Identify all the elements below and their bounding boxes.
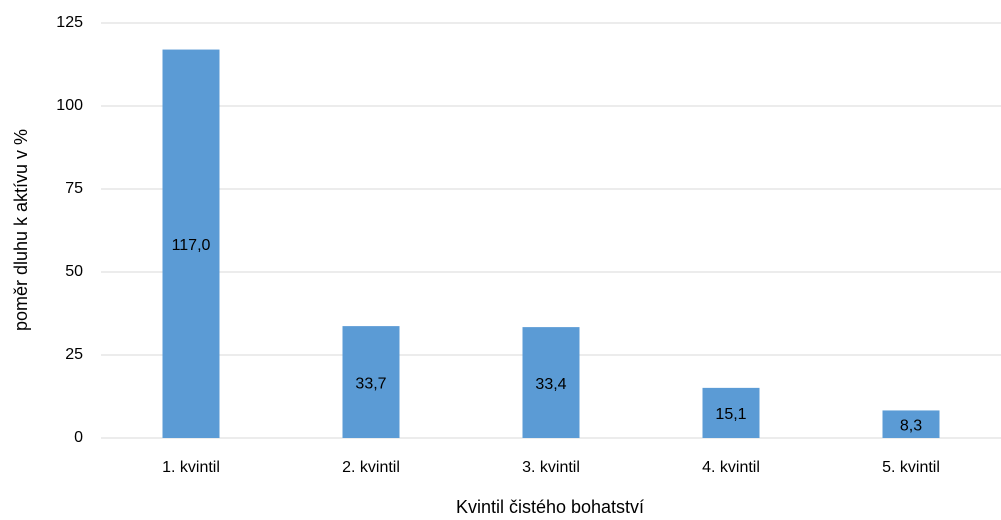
y-tick-label: 50 xyxy=(65,263,83,280)
data-label: 33,4 xyxy=(535,376,566,393)
bar xyxy=(522,327,580,438)
x-tick-label: 1. kvintil xyxy=(162,459,220,476)
bar xyxy=(342,326,400,438)
y-tick-label: 75 xyxy=(65,180,83,197)
y-tick-label: 100 xyxy=(56,97,83,114)
x-tick-label: 3. kvintil xyxy=(522,459,580,476)
data-label: 15,1 xyxy=(715,406,746,423)
data-label: 33,7 xyxy=(355,375,386,392)
x-tick-label: 2. kvintil xyxy=(342,459,400,476)
y-tick-label: 125 xyxy=(56,14,83,31)
x-axis-label: Kvintil čistého bohatství xyxy=(456,497,644,517)
bar xyxy=(702,387,760,438)
data-label: 8,3 xyxy=(900,417,922,434)
bar xyxy=(882,410,940,438)
data-label: 117,0 xyxy=(172,237,211,254)
y-tick-label: 0 xyxy=(74,429,83,446)
y-axis-label: poměr dluhu k aktívu v % xyxy=(11,129,31,331)
y-tick-label: 25 xyxy=(65,346,83,363)
bar xyxy=(162,49,220,439)
x-tick-label: 5. kvintil xyxy=(882,459,940,476)
x-tick-label: 4. kvintil xyxy=(702,459,760,476)
